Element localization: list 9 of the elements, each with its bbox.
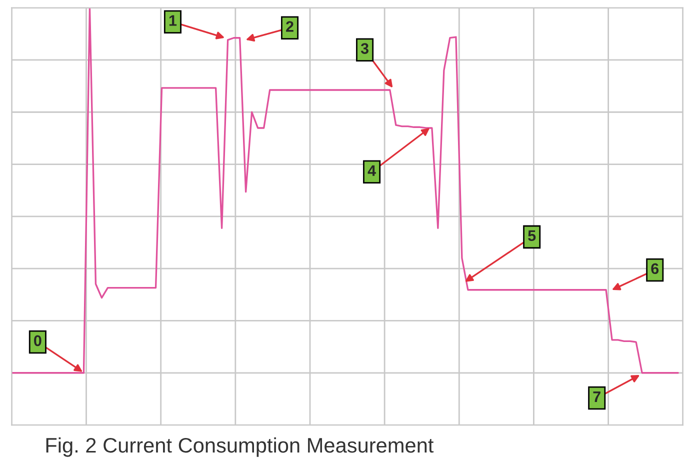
annotation: 1 — [169, 15, 177, 26]
annotation: 2 — [286, 21, 294, 32]
annotation: 3 — [360, 43, 368, 54]
annotation: 4 — [368, 165, 376, 176]
text: Fig. 2 Current Consumption Measurement — [46, 437, 434, 457]
annotation: 0 — [34, 335, 42, 346]
annotation: 7 — [593, 391, 600, 402]
annotation: 5 — [528, 230, 536, 242]
annotation: 6 — [651, 263, 659, 274]
